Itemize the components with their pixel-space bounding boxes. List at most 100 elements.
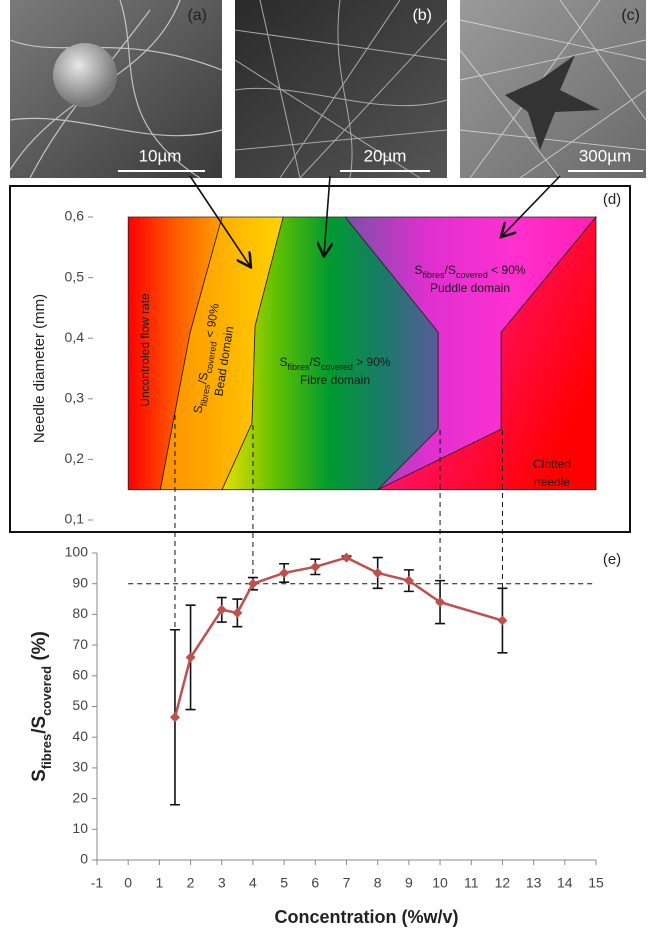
x-tick-label: 7 (343, 875, 351, 891)
panel-label: (a) (187, 7, 207, 24)
text-part: S (29, 769, 50, 782)
x-tick-label: -1 (91, 875, 104, 891)
point (185, 652, 196, 663)
text-part: fibres (199, 383, 212, 407)
text-part: covered (321, 362, 353, 372)
y-tick-label: 0,1 (65, 511, 85, 527)
x-tick-label: 10 (432, 875, 448, 891)
text-part: fibres (287, 362, 310, 372)
sem-image-c: (c) 300µm (459, 0, 647, 179)
y-tick-label: 0,4 (65, 329, 85, 345)
scale-bar-label: 300µm (579, 146, 631, 165)
point (169, 712, 180, 723)
panel-label: (d) (603, 191, 621, 208)
region-label: Sfibres/Scovered < 90% (191, 302, 225, 415)
y-axis-title: Sfibres/Scovered (%) (29, 631, 54, 782)
point (247, 578, 258, 589)
panel-label: (c) (621, 7, 640, 24)
point (279, 567, 290, 578)
region-label: needle (534, 475, 570, 489)
x-tick-label: 13 (526, 875, 542, 891)
y-axis-title: Needle diameter (mm) (31, 294, 48, 443)
text-part: S (191, 404, 206, 414)
x-tick-label: 9 (405, 875, 413, 891)
text-part: /S (195, 371, 211, 384)
panel-frame (9, 185, 631, 533)
text-part: (%) (29, 631, 50, 666)
point (232, 607, 243, 618)
x-tick-label: 11 (464, 875, 479, 891)
text-part: fibres (39, 734, 54, 769)
region-label: Uncontroled flow rate (138, 293, 152, 407)
series-line (173, 556, 503, 718)
panel-label: (b) (412, 7, 432, 24)
x-tick-label: 2 (187, 875, 195, 891)
x-tick-label: 14 (557, 875, 573, 891)
x-tick-label: 8 (374, 875, 382, 891)
y-tick-label: 0,2 (65, 450, 85, 466)
region (377, 215, 597, 491)
x-tick-label: 4 (249, 875, 257, 891)
point (310, 561, 321, 572)
panel-label: (e) (603, 551, 621, 568)
text-part: covered (39, 666, 54, 716)
y-tick-label: 80 (72, 605, 88, 621)
text-part: fibres (422, 270, 445, 280)
text-part: < 90% (488, 263, 526, 277)
text-part: /S (444, 263, 455, 277)
arrows (189, 175, 561, 266)
y-tick-label: 10 (72, 820, 88, 836)
text-part: S (279, 355, 287, 369)
scale-bar-label: 10µm (139, 146, 182, 165)
y-tick-label: 100 (65, 544, 89, 560)
x-axis-title: Concentration (%w/v) (274, 907, 458, 927)
y-tick-label: 50 (72, 697, 88, 713)
x-tick-label: 15 (588, 875, 604, 891)
y-tick-label: 70 (72, 636, 88, 652)
region-label: Puddle domain (430, 281, 510, 295)
y-tick-label: 20 (72, 789, 88, 805)
text-part: > 90% (353, 355, 391, 369)
x-tick-label: 6 (311, 875, 319, 891)
text-part: covered (204, 341, 219, 374)
point (216, 604, 227, 615)
text-part: Clotted (533, 457, 571, 471)
text-part: /S (29, 716, 50, 734)
point (403, 575, 414, 586)
point (372, 567, 383, 578)
y-tick-label: 30 (72, 759, 88, 775)
text-part: S (414, 263, 422, 277)
region-label: Sfibres/Scovered > 90% (279, 355, 390, 372)
sem-image-a: (a) 10µm (9, 0, 223, 179)
region-label: Clotted (533, 457, 571, 471)
y-tick-label: 40 (72, 728, 88, 744)
x-tick-label: 12 (495, 875, 511, 891)
x-tick-label: 5 (280, 875, 288, 891)
y-tick-label: 0,5 (65, 268, 85, 284)
point (435, 597, 446, 608)
text-part: Uncontroled flow rate (138, 293, 152, 407)
sem-image-b: (b) 20µm (234, 0, 448, 179)
y-tick-label: 0 (80, 851, 88, 867)
point (497, 615, 508, 626)
scale-bar-label: 20µm (364, 146, 407, 165)
y-tick-label: 0,6 (65, 208, 85, 224)
x-tick-label: 1 (155, 875, 163, 891)
point (341, 552, 352, 563)
y-tick-label: 90 (72, 574, 88, 590)
text-part: covered (456, 270, 488, 280)
y-tick-label: 60 (72, 667, 88, 683)
phase-diagram: (d) Needle diameter (mm) 0,1 0,2 0,3 0,4 0,5 0,… (31, 191, 621, 527)
text-part: Puddle domain (430, 281, 510, 295)
text-part: /S (309, 355, 320, 369)
x-tick-label: 0 (124, 875, 132, 891)
x-tick-label: 3 (218, 875, 226, 891)
y-tick-label: 0,3 (65, 390, 85, 406)
text-part: needle (534, 475, 570, 489)
text-part: Fibre domain (300, 373, 370, 387)
text-part: < 90% (202, 302, 222, 342)
region-label: Fibre domain (300, 373, 370, 387)
